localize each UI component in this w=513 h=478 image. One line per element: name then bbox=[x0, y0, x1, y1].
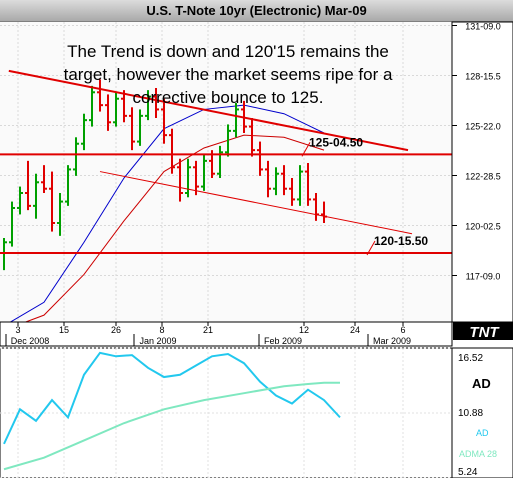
chart-title: U.S. T-Note 10yr (Electronic) Mar-09 bbox=[0, 0, 513, 22]
price-bar bbox=[225, 124, 231, 157]
date-tick-label: 24 bbox=[350, 325, 360, 335]
price-bar bbox=[49, 171, 55, 232]
price-bar bbox=[17, 186, 23, 215]
indicator-tick-label: 16.52 bbox=[458, 353, 483, 364]
price-axis-panel bbox=[451, 21, 513, 323]
price-bar bbox=[169, 128, 175, 174]
adma-line bbox=[3, 381, 340, 471]
price-bar bbox=[201, 154, 207, 191]
price-plot: 125-04.50 120-15.50 bbox=[0, 69, 452, 331]
price-bar bbox=[265, 160, 271, 198]
price-bar bbox=[9, 201, 15, 247]
annotation-line-3: corrective bounce to 125. bbox=[133, 88, 324, 107]
ad-line bbox=[3, 351, 341, 445]
date-tick-label: 8 bbox=[159, 325, 164, 335]
date-tick-label: 15 bbox=[59, 325, 69, 335]
price-bar bbox=[129, 107, 135, 151]
price-bar bbox=[305, 163, 311, 206]
price-tick-label: 122-28.5 bbox=[465, 172, 501, 182]
month-label: Mar 2009 bbox=[373, 336, 411, 346]
price-bar bbox=[185, 158, 191, 198]
price-bar bbox=[97, 79, 103, 112]
month-label: Dec 2008 bbox=[11, 336, 50, 346]
annotation-line-2: target, however the market seems ripe fo… bbox=[64, 65, 393, 84]
level-pointer bbox=[366, 240, 376, 256]
price-bar bbox=[33, 173, 39, 219]
price-tick-label: 117-09.0 bbox=[466, 272, 501, 282]
price-bar bbox=[177, 158, 183, 202]
price-bar bbox=[193, 160, 199, 196]
price-bar bbox=[145, 90, 151, 121]
price-bar bbox=[281, 165, 287, 196]
price-bar bbox=[257, 141, 263, 176]
indicator-y-axis: 16.52 10.88 5.24 AD AD ADMA 28 bbox=[451, 347, 513, 478]
indicator-tick-label: 10.88 bbox=[458, 408, 483, 419]
price-bar bbox=[81, 113, 87, 151]
price-bar bbox=[249, 118, 255, 157]
date-axis: 3 15 26 8 21 12 24 6 Dec 2008 Jan 2009 Feb 2009 Mar… bbox=[0, 321, 453, 347]
price-bar bbox=[297, 165, 303, 206]
price-bar bbox=[89, 85, 95, 127]
level-label: 125-04.50 bbox=[309, 135, 363, 149]
price-bar bbox=[233, 103, 239, 138]
adma-legend: ADMA 28 bbox=[459, 449, 497, 459]
indicator-axis-panel bbox=[451, 347, 513, 478]
annotation-line-1: The Trend is down and 120'15 remains the bbox=[67, 42, 389, 61]
indicator-plot bbox=[0, 347, 453, 478]
price-bar bbox=[73, 137, 79, 176]
level-label: 120-15.50 bbox=[374, 234, 428, 248]
price-bar bbox=[153, 88, 159, 118]
price-bar bbox=[65, 165, 71, 206]
price-bar bbox=[25, 160, 31, 211]
month-label: Feb 2009 bbox=[264, 336, 302, 346]
price-bar bbox=[217, 145, 223, 178]
date-tick-label: 26 bbox=[111, 325, 121, 335]
logo-text: TNT bbox=[469, 324, 500, 341]
indicator-tick-label: 5.24 bbox=[458, 467, 478, 478]
date-tick-label: 6 bbox=[400, 325, 405, 335]
date-tick-label: 12 bbox=[299, 325, 309, 335]
price-bar bbox=[121, 90, 127, 123]
price-bar bbox=[105, 94, 111, 131]
date-axis-panel bbox=[0, 321, 453, 347]
ad-legend: AD bbox=[476, 428, 489, 438]
price-tick-label: 120-02.5 bbox=[465, 222, 501, 232]
date-tick-label: 3 bbox=[15, 325, 20, 335]
price-bar bbox=[57, 193, 63, 236]
price-bar bbox=[273, 167, 279, 196]
price-tick-label: 131-09.0 bbox=[465, 22, 501, 32]
price-bar bbox=[289, 178, 295, 206]
month-label: Jan 2009 bbox=[139, 336, 176, 346]
date-tick-label: 21 bbox=[203, 325, 213, 335]
price-bar bbox=[161, 98, 167, 144]
upper-trendline bbox=[8, 69, 409, 152]
lower-trendline bbox=[99, 171, 413, 235]
price-tick-label: 128-15.5 bbox=[465, 72, 501, 82]
price-tick-label: 125-22.0 bbox=[465, 122, 501, 132]
price-bar bbox=[41, 165, 47, 193]
price-bar bbox=[113, 92, 119, 127]
price-y-axis: 131-09.0 128-15.5 125-22.0 122-28.5 120-02.5… bbox=[451, 21, 513, 323]
level-pointer bbox=[301, 142, 311, 157]
moving-average-red bbox=[3, 134, 325, 331]
price-bar bbox=[137, 109, 143, 146]
tnt-logo: TNT bbox=[453, 322, 513, 341]
indicator-title: AD bbox=[472, 376, 491, 391]
